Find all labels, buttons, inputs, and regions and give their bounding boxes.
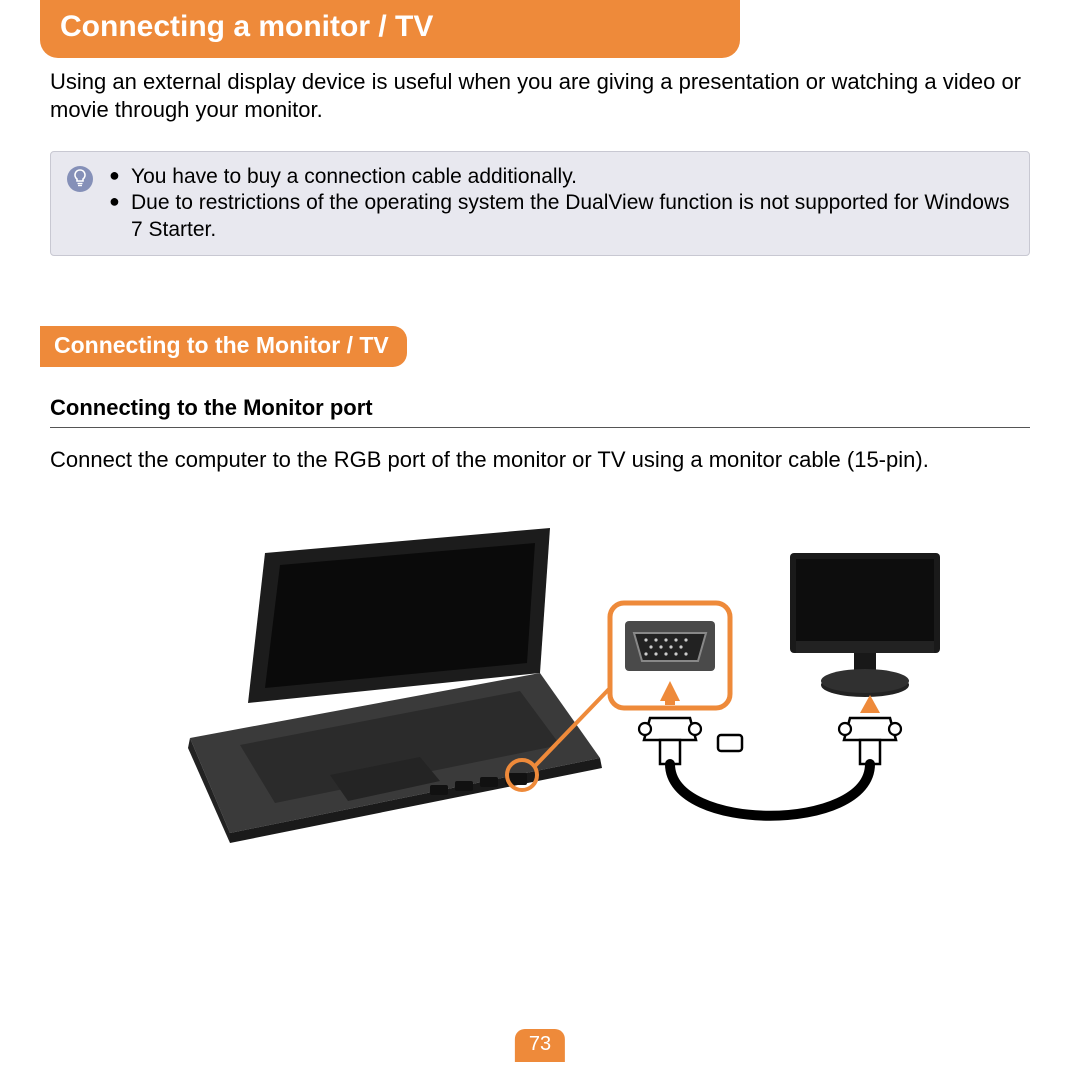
manual-page: Connecting a monitor / TV Using an exter… [0, 0, 1080, 1080]
lightbulb-icon [65, 164, 95, 243]
tip-item: You have to buy a connection cable addit… [109, 164, 1013, 190]
tip-box: You have to buy a connection cable addit… [50, 151, 1030, 256]
page-title: Connecting a monitor / TV [60, 10, 433, 43]
section-body: Connect the computer to the RGB port of … [50, 446, 1030, 474]
intro-paragraph: Using an external display device is usef… [50, 68, 1030, 123]
section-heading: Connecting to the Monitor port [50, 395, 1030, 428]
sub-title: Connecting to the Monitor / TV [54, 332, 389, 358]
tip-item: Due to restrictions of the operating sys… [109, 190, 1013, 243]
connection-figure [50, 513, 1030, 863]
sub-title-bar: Connecting to the Monitor / TV [40, 326, 407, 367]
page-title-bar: Connecting a monitor / TV [40, 0, 740, 58]
tip-list: You have to buy a connection cable addit… [109, 164, 1013, 243]
page-number-badge: 73 [515, 1029, 565, 1062]
page-number: 73 [529, 1033, 551, 1055]
